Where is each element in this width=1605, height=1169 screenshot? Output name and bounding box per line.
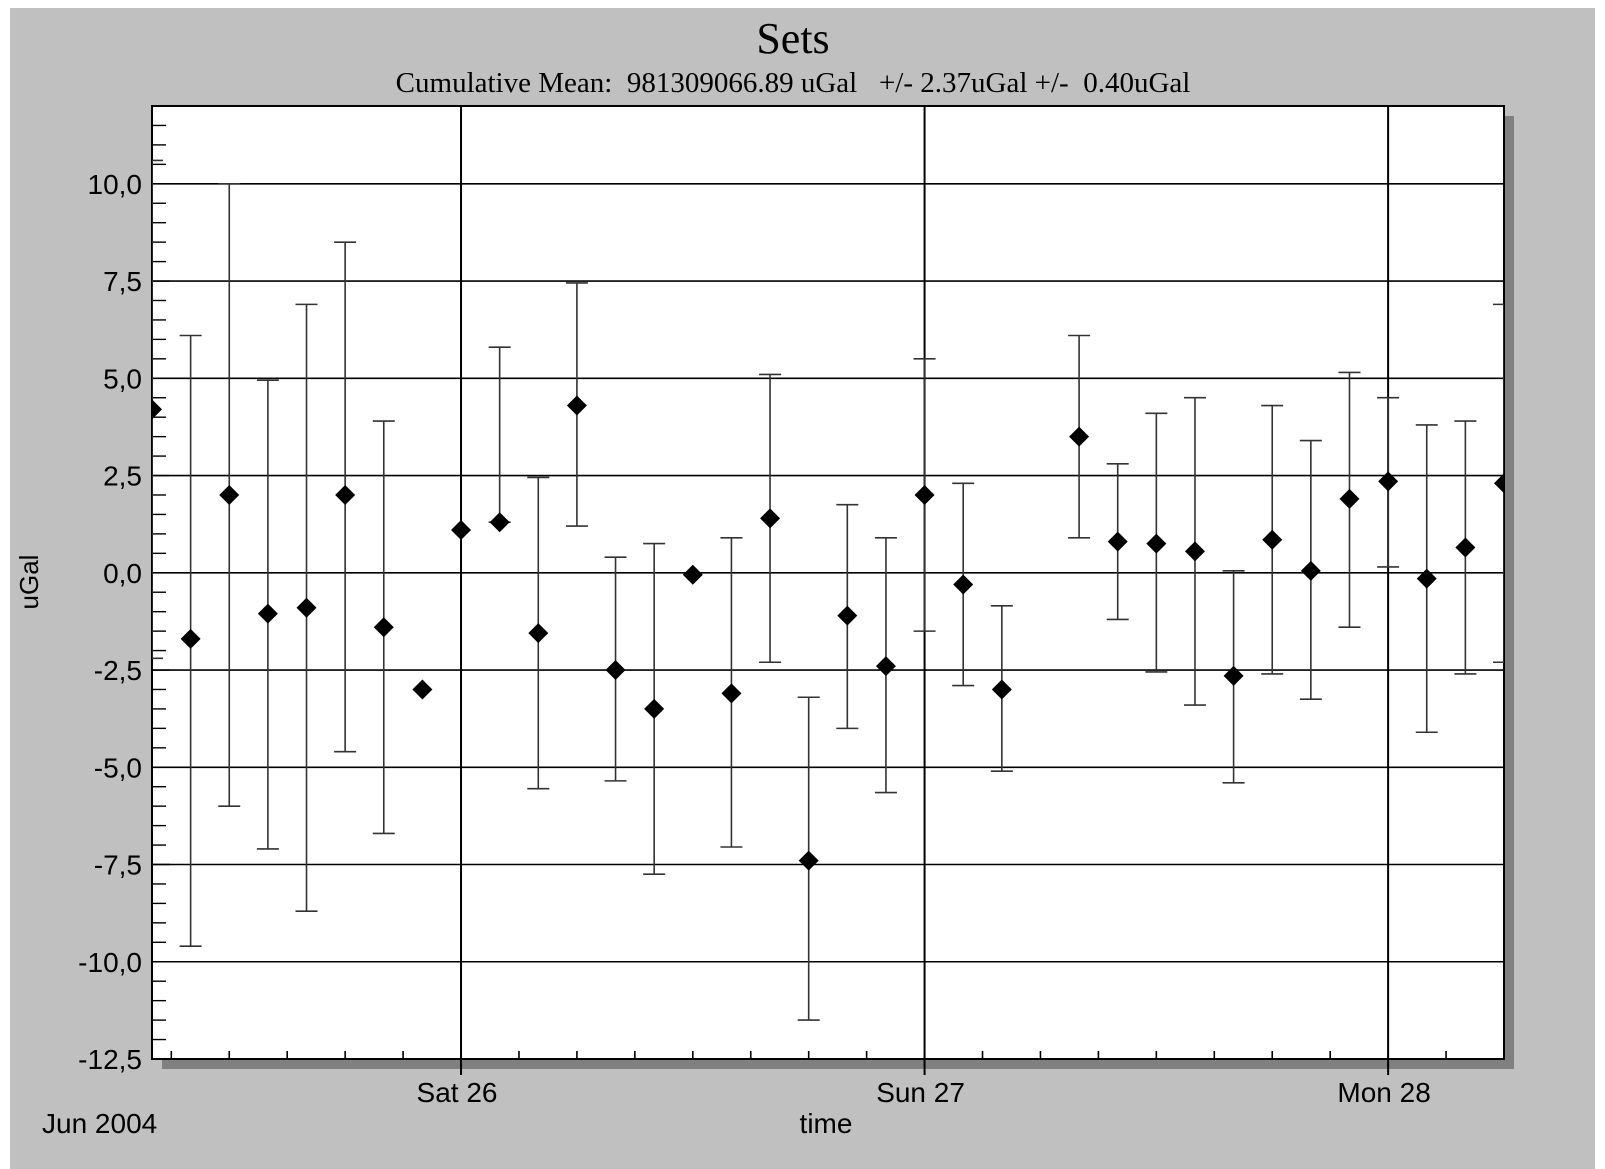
data-point [335, 484, 356, 505]
data-point [528, 623, 549, 644]
data-point [180, 628, 201, 649]
y-tick-label: 5,0 [103, 363, 142, 394]
data-point [1494, 473, 1504, 494]
plot-area [151, 105, 1505, 1060]
y-tick-label: -5,0 [94, 752, 142, 783]
data-point [1107, 531, 1128, 552]
y-axis-label: uGal [14, 555, 44, 610]
x-tick-label: Mon 28 [1337, 1077, 1430, 1108]
data-point [1146, 533, 1167, 554]
data-point [914, 484, 935, 505]
y-tick-label: -12,5 [78, 1044, 142, 1075]
data-point [489, 512, 510, 533]
data-point [760, 508, 781, 529]
data-point [875, 656, 896, 677]
data-point [682, 564, 703, 585]
y-tick-label: -10,0 [78, 947, 142, 978]
chart-title: Sets [756, 14, 829, 63]
data-point [837, 605, 858, 626]
y-tick-label: -2,5 [94, 655, 142, 686]
data-point [953, 574, 974, 595]
data-point [991, 679, 1012, 700]
y-tick-label: -7,5 [94, 850, 142, 881]
data-point [566, 395, 587, 416]
x-axis-label: time [800, 1108, 853, 1139]
data-point [1533, 460, 1553, 480]
data-marks [152, 159, 1553, 1021]
x-period-label: Jun 2004 [42, 1108, 157, 1139]
data-point [412, 679, 433, 700]
data-point [296, 597, 317, 618]
data-point [605, 660, 626, 681]
data-point [1069, 426, 1090, 447]
y-tick-label: 2,5 [103, 461, 142, 492]
data-point [798, 850, 819, 871]
data-point [1455, 537, 1476, 558]
chart-subtitle: Cumulative Mean: 981309066.89 uGal +/- 2… [396, 67, 1191, 99]
data-point [1416, 568, 1437, 589]
data-point [1262, 529, 1283, 550]
x-tick-label: Sat 26 [417, 1077, 498, 1108]
data-point [152, 399, 162, 420]
data-point [1300, 560, 1321, 581]
chart-svg: Sets Cumulative Mean: 981309066.89 uGal … [14, 14, 1553, 1139]
x-tick-label: Sun 27 [876, 1077, 965, 1108]
data-point [721, 683, 742, 704]
y-tick-label: 7,5 [103, 266, 142, 297]
data-point [1184, 541, 1205, 562]
data-point [1378, 471, 1399, 492]
data-point [373, 617, 394, 638]
data-point [257, 603, 278, 624]
data-point [219, 484, 240, 505]
y-tick-label: 0,0 [103, 558, 142, 589]
axes: 10,0 7,5 5,0 2,5 0,0 -2,5 -5,0 -7,5 -10,0 -12,5 Sa… [78, 124, 1505, 1108]
y-tick-label: 10,0 [88, 169, 143, 200]
data-point [1339, 488, 1360, 509]
chart-frame: Sets Cumulative Mean: 981309066.89 uGal … [10, 8, 1595, 1169]
data-point [451, 519, 472, 540]
data-point [644, 698, 665, 719]
data-point [1223, 665, 1244, 686]
